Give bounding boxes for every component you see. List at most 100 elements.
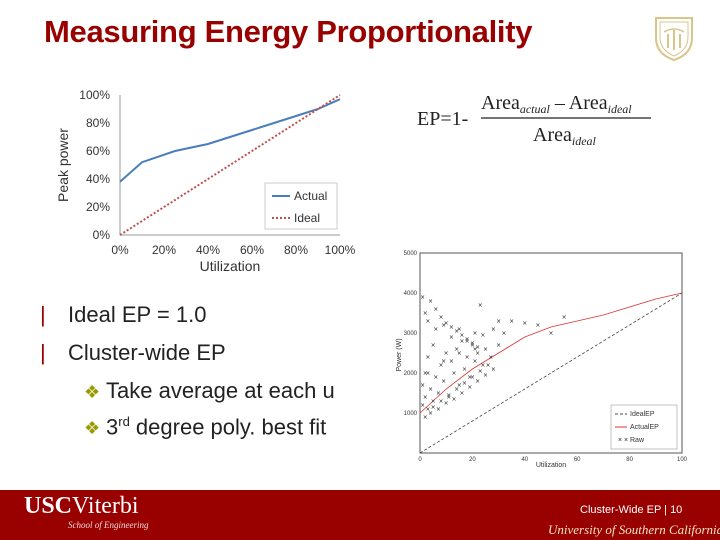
raw-point: × xyxy=(462,380,467,387)
raw-point: × xyxy=(457,326,462,333)
legend-label-actualep: ActualEP xyxy=(630,424,659,431)
raw-point: × xyxy=(473,346,478,353)
raw-point: × xyxy=(423,414,428,421)
slide-number-label: Cluster-Wide EP | 10 xyxy=(580,504,683,516)
raw-point: × xyxy=(428,298,433,305)
x-tick-label: 20% xyxy=(152,243,176,257)
bullet-marker: | xyxy=(40,340,46,365)
y-tick-label: 60% xyxy=(86,144,110,158)
raw-point: × xyxy=(480,332,485,339)
x-tick-label: 80 xyxy=(626,457,633,463)
ep-formula: EP=1- Areaactual – Areaideal Areaideal xyxy=(417,92,651,148)
formula-lhs: EP=1- xyxy=(417,108,468,130)
formula-denominator: Areaideal xyxy=(533,124,597,148)
raw-point: × xyxy=(459,390,464,397)
legend-label-ideal: Ideal xyxy=(294,211,320,225)
x-axis-label: Utilization xyxy=(536,462,566,469)
raw-point: × xyxy=(420,402,425,409)
raw-point: × xyxy=(473,330,478,337)
diamond-bullet-icon: ❖ xyxy=(84,382,101,402)
raw-point: × xyxy=(433,326,438,333)
raw-point: × xyxy=(452,370,457,377)
raw-point: × xyxy=(496,318,501,325)
y-tick-label: 0% xyxy=(93,228,111,242)
raw-point: × xyxy=(449,324,454,331)
raw-point: × xyxy=(425,370,430,377)
raw-point: × xyxy=(438,362,443,369)
logo-subtitle: School of Engineering xyxy=(68,520,149,530)
subbullet-item: ❖ Take average at each u xyxy=(84,378,335,404)
raw-point: × xyxy=(441,358,446,365)
y-tick-label: 100% xyxy=(79,88,110,102)
y-tick-label: 2000 xyxy=(404,371,418,377)
y-tick-label: 80% xyxy=(86,116,110,130)
raw-point: × xyxy=(433,374,438,381)
raw-point: × xyxy=(475,378,480,385)
raw-point: × xyxy=(454,386,459,393)
raw-point: × xyxy=(420,294,425,301)
raw-point: × xyxy=(425,406,430,413)
raw-point: × xyxy=(483,372,488,379)
raw-point: × xyxy=(473,358,478,365)
raw-point: × xyxy=(478,302,483,309)
raw-point: × xyxy=(444,350,449,357)
x-tick-label: 60 xyxy=(574,457,581,463)
raw-point: × xyxy=(501,330,506,337)
raw-point: × xyxy=(423,370,428,377)
raw-point: × xyxy=(431,398,436,405)
x-tick-label: 100 xyxy=(677,457,688,463)
x-tick-label: 60% xyxy=(240,243,264,257)
raw-point: × xyxy=(423,310,428,317)
university-name: University of Southern California xyxy=(548,522,720,537)
raw-point: × xyxy=(449,334,454,341)
x-tick-label: 0 xyxy=(418,457,422,463)
raw-point: × xyxy=(436,390,441,397)
subbullet-sup: rd xyxy=(118,414,130,429)
formula-numerator: Areaactual – Areaideal xyxy=(481,92,632,116)
peak-power-chart: 0% 20% 40% 60% 80% 100% 0% 20% 40% 60% 80% 100% Pe… xyxy=(55,88,356,274)
raw-point: × xyxy=(433,306,438,313)
legend: Actual Ideal xyxy=(264,182,338,230)
legend-label-actual: Actual xyxy=(294,189,327,203)
raw-point: × xyxy=(475,344,480,351)
raw-point: × xyxy=(465,354,470,361)
y-tick-label: 5000 xyxy=(404,251,418,257)
raw-point: × xyxy=(467,384,472,391)
raw-point: × xyxy=(486,362,491,369)
raw-point: × xyxy=(452,396,457,403)
x-tick-label: 100% xyxy=(325,243,356,257)
raw-point: × xyxy=(459,332,464,339)
y-tick-label: 40% xyxy=(86,172,110,186)
series-line-actualep xyxy=(419,292,683,414)
raw-point: × xyxy=(454,346,459,353)
raw-point: × xyxy=(431,342,436,349)
usc-seal-icon xyxy=(655,17,693,62)
y-axis-label: Peak power xyxy=(55,128,71,202)
raw-point: × xyxy=(425,318,430,325)
diamond-bullet-icon: ❖ xyxy=(84,418,101,439)
raw-point: × xyxy=(446,392,451,399)
x-axis-label: Utilization xyxy=(200,258,261,274)
raw-point: × xyxy=(509,318,514,325)
raw-point: × xyxy=(444,400,449,407)
raw-point: × xyxy=(480,362,485,369)
y-tick-label: 3000 xyxy=(404,331,418,337)
raw-point: × xyxy=(496,342,501,349)
raw-point: × xyxy=(491,326,496,333)
raw-point: × xyxy=(459,338,464,345)
raw-point: × xyxy=(436,406,441,413)
bullet-item: | Ideal EP = 1.0 xyxy=(40,302,206,328)
raw-point: × xyxy=(470,340,475,347)
series-line-idealep xyxy=(419,292,683,454)
raw-point: × xyxy=(535,322,540,329)
raw-point: × xyxy=(449,358,454,365)
raw-point: × xyxy=(470,342,475,349)
bullet-text: Ideal EP = 1.0 xyxy=(68,302,207,327)
raw-point: × xyxy=(475,350,480,357)
raw-point: × xyxy=(441,322,446,329)
raw-point: × xyxy=(438,398,443,405)
y-tick-label: 20% xyxy=(86,200,110,214)
raw-point: × xyxy=(457,350,462,357)
raw-point: × xyxy=(562,314,567,321)
raw-point: × xyxy=(488,354,493,361)
